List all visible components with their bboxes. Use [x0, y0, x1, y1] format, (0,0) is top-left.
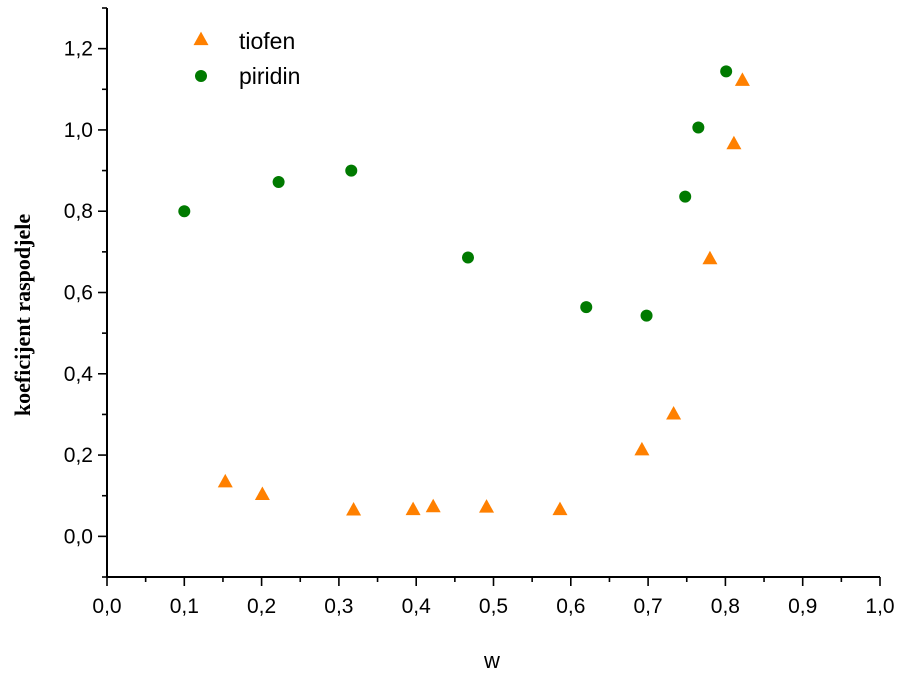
legend-label-piridin: piridin	[239, 63, 300, 89]
x-tick-label: 0,4	[402, 595, 432, 618]
point-piridin	[345, 164, 358, 177]
point-tiofen	[479, 499, 495, 513]
point-tiofen	[425, 498, 441, 513]
point-tiofen	[634, 441, 650, 456]
x-tick-label: 0,7	[633, 595, 662, 618]
point-tiofen	[254, 486, 270, 501]
point-tiofen	[217, 473, 233, 488]
point-tiofen	[666, 406, 682, 420]
x-tick-label: 0,8	[711, 595, 740, 618]
y-axis-label: koeficijent raspodjele	[10, 214, 35, 416]
y-tick-label: 0,8	[64, 200, 93, 223]
point-piridin	[272, 175, 285, 188]
y-tick-label: 0,0	[64, 525, 93, 548]
point-piridin	[640, 309, 653, 322]
y-tick-label: 1,2	[64, 38, 93, 61]
x-tick-label: 0,1	[170, 595, 199, 618]
point-piridin	[580, 301, 593, 314]
point-piridin	[178, 205, 191, 218]
data-marks	[178, 65, 750, 516]
point-piridin	[461, 251, 474, 264]
legend-label-tiofen: tiofen	[239, 28, 295, 54]
x-tick-label: 0,2	[247, 595, 276, 618]
point-tiofen	[405, 501, 421, 516]
x-tick-label: 0,9	[788, 595, 817, 618]
axes	[98, 7, 881, 586]
y-tick-label: 0,2	[64, 444, 93, 467]
x-tick-label: 0,0	[92, 595, 121, 618]
y-tick-label: 0,4	[64, 363, 94, 386]
x-axis-label: w	[483, 648, 500, 673]
point-tiofen	[552, 501, 568, 516]
x-tick-label: 0,5	[479, 595, 508, 618]
point-piridin	[679, 190, 692, 203]
point-tiofen	[702, 250, 718, 265]
point-tiofen	[346, 501, 362, 516]
x-tick-label: 0,3	[324, 595, 353, 618]
legend: tiofen piridin	[193, 28, 300, 89]
y-tick-label: 1,0	[64, 119, 93, 142]
point-piridin	[720, 65, 733, 78]
legend-marker-piridin	[195, 70, 207, 82]
point-tiofen	[734, 72, 750, 86]
point-tiofen	[726, 135, 742, 150]
point-piridin	[692, 121, 705, 134]
y-tick-label: 0,6	[64, 282, 93, 305]
tick-labels: 0,0 0,1 0,2 0,3 0,4 0,5 0,6 0,7 0,8 0,9 1,0 0,0 0,2 0…	[64, 38, 895, 618]
x-tick-label: 0,6	[556, 595, 585, 618]
x-tick-label: 1,0	[865, 595, 894, 618]
legend-marker-tiofen	[193, 31, 209, 46]
